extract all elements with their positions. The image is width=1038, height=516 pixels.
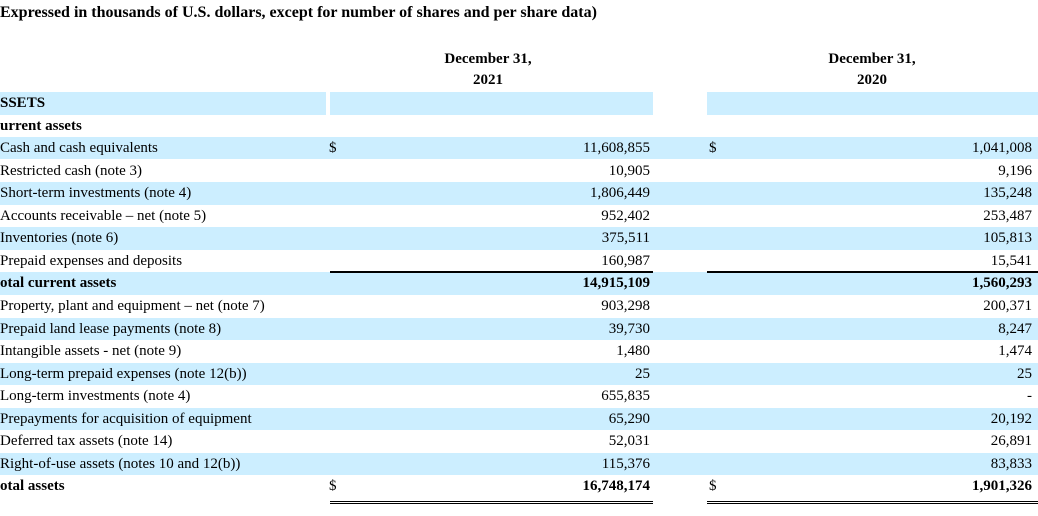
value-2021: 952,402 [601, 207, 650, 224]
column-header-2021: December 31, 2021 [400, 49, 576, 91]
value-2020: 25 [1017, 365, 1032, 382]
total-double-rule-2021 [330, 501, 653, 504]
value-2020: 253,487 [983, 207, 1032, 224]
table-row: Long-term investments (note 4) 655,835 - [0, 385, 1038, 407]
row-label: Long-term investments (note 4) [0, 388, 191, 405]
row-label: Accounts receivable – net (note 5) [0, 207, 207, 224]
row-label: Cash and cash equivalents [0, 140, 158, 157]
column-header-2020-line1: December 31, [828, 51, 916, 67]
table-row: Inventories (note 6) 375,511 105,813 [0, 227, 1038, 250]
row-label: Intangible assets - net (note 9) [0, 343, 182, 360]
currency-2021: $ [329, 140, 337, 157]
value-2021: 10,905 [608, 162, 650, 179]
table-row: Long-term prepaid expenses (note 12(b)) 2… [0, 362, 1038, 385]
value-2021: 25 [635, 365, 650, 382]
table-row: SSETS [0, 92, 1038, 114]
column-header-2021-line1: December 31, [444, 51, 532, 67]
column-header-2021-line2: 2021 [473, 72, 503, 88]
value-2021: 160,987 [601, 252, 650, 269]
value-2020: 135,248 [983, 185, 1032, 202]
value-2021: 52,031 [608, 433, 650, 450]
value-2021: 115,376 [601, 455, 650, 472]
table-row: Intangible assets - net (note 9) 1,480 1,4… [0, 340, 1038, 362]
table-row: Right-of-use assets (notes 10 and 12(b))… [0, 452, 1038, 476]
value-2021: 14,915,109 [582, 275, 651, 292]
table-row: urrent assets [0, 115, 1038, 137]
table-row: Prepaid expenses and deposits 160,987 15,5… [0, 250, 1038, 272]
value-2020: 1,901,326 [972, 478, 1032, 495]
value-2021: 1,806,449 [590, 185, 650, 202]
value-2020: 8,247 [998, 320, 1032, 337]
row-label: Long-term prepaid expenses (note 12(b)) [0, 365, 247, 382]
row-label: Prepayments for acquisition of equipment [0, 410, 252, 427]
total-double-rule-2020 [707, 501, 1038, 504]
value-2020: 105,813 [983, 230, 1032, 247]
table-row: Cash and cash equivalents $11,608,855 $1,0… [0, 137, 1038, 160]
value-2020: 15,541 [990, 252, 1032, 269]
currency-2021: $ [329, 478, 337, 495]
row-label: SSETS [0, 95, 46, 111]
column-header-2020-line2: 2020 [857, 72, 887, 88]
row-label: Right-of-use assets (notes 10 and 12(b)) [0, 455, 241, 472]
row-label: Prepaid land lease payments (note 8) [0, 320, 222, 337]
value-2020: 83,833 [990, 455, 1032, 472]
value-2021: 11,608,855 [583, 140, 650, 157]
table-row: Short-term investments (note 4) 1,806,449… [0, 182, 1038, 205]
table-row: Prepaid land lease payments (note 8) 39,7… [0, 317, 1038, 340]
row-label: Property, plant and equipment – net (not… [0, 297, 265, 314]
value-2020: 1,041,008 [972, 140, 1032, 157]
value-2020: 1,560,293 [972, 275, 1032, 292]
row-label: Restricted cash (note 3) [0, 162, 143, 179]
value-2020: 26,891 [990, 433, 1032, 450]
currency-2020: $ [709, 140, 717, 157]
value-2021: 39,730 [608, 320, 650, 337]
value-2020: - [1027, 388, 1032, 405]
subtotal-rule-2021 [330, 271, 653, 273]
value-2020: 200,371 [983, 297, 1032, 314]
table-row: otal current assets 14,915,109 1,560,293 [0, 272, 1038, 295]
table-row: Prepayments for acquisition of equipment… [0, 407, 1038, 431]
row-label: Short-term investments (note 4) [0, 185, 192, 202]
value-2021: 1,480 [616, 343, 650, 360]
row-label: otal current assets [0, 275, 117, 292]
row-label: otal assets [0, 478, 65, 495]
subtotal-rule-2020 [707, 271, 1038, 273]
table-row: Accounts receivable – net (note 5) 952,40… [0, 205, 1038, 227]
column-header-2020: December 31, 2020 [784, 49, 960, 91]
header-shade-2021 [330, 92, 653, 115]
statement-caption: Expressed in thousands of U.S. dollars, … [0, 4, 597, 21]
table-row: Restricted cash (note 3) 10,905 9,196 [0, 160, 1038, 182]
value-2021: 655,835 [601, 388, 650, 405]
row-label: Prepaid expenses and deposits [0, 252, 183, 269]
currency-2020: $ [709, 478, 717, 495]
header-shade-left [0, 92, 326, 115]
value-2021: 903,298 [601, 297, 650, 314]
header-shade-2020 [707, 92, 1038, 115]
table-row: Deferred tax assets (note 14) 52,031 26,89… [0, 430, 1038, 452]
value-2020: 9,196 [998, 162, 1032, 179]
value-2021: 65,290 [608, 410, 650, 427]
table-row: otal assets $16,748,174 $1,901,326 [0, 475, 1038, 497]
table-row: Property, plant and equipment – net (not… [0, 295, 1038, 317]
row-label: urrent assets [0, 117, 82, 134]
row-label: Inventories (note 6) [0, 230, 119, 247]
row-label: Deferred tax assets (note 14) [0, 433, 173, 450]
value-2020: 20,192 [990, 410, 1032, 427]
value-2021: 375,511 [601, 230, 650, 247]
value-2021: 16,748,174 [582, 478, 651, 495]
value-2020: 1,474 [998, 343, 1032, 360]
